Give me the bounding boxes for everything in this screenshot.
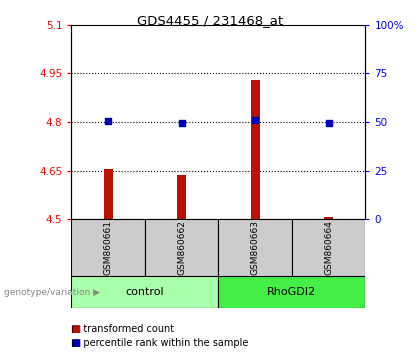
Bar — [324, 217, 333, 219]
Bar — [104, 169, 113, 219]
Text: control: control — [126, 287, 164, 297]
Text: GDS4455 / 231468_at: GDS4455 / 231468_at — [137, 14, 283, 27]
Point — [252, 117, 259, 123]
Bar — [218, 219, 292, 276]
Bar — [145, 219, 218, 276]
Bar — [71, 276, 218, 308]
Text: RhoGDI2: RhoGDI2 — [268, 287, 316, 297]
Text: GSM860663: GSM860663 — [251, 220, 260, 275]
Text: genotype/variation ▶: genotype/variation ▶ — [4, 287, 100, 297]
Text: GSM860661: GSM860661 — [104, 220, 113, 275]
Bar — [71, 219, 145, 276]
Point — [105, 118, 112, 123]
Point — [326, 120, 332, 126]
Text: GSM860662: GSM860662 — [177, 220, 186, 275]
Bar — [292, 219, 365, 276]
Bar — [177, 175, 186, 219]
Text: ■: ■ — [71, 324, 81, 334]
Point — [178, 120, 185, 126]
Bar — [218, 276, 365, 308]
Text: GSM860664: GSM860664 — [324, 220, 333, 275]
Text: ■ transformed count: ■ transformed count — [71, 324, 175, 334]
Bar — [251, 80, 260, 219]
Text: ■ percentile rank within the sample: ■ percentile rank within the sample — [71, 338, 249, 348]
Text: ■: ■ — [71, 338, 81, 348]
